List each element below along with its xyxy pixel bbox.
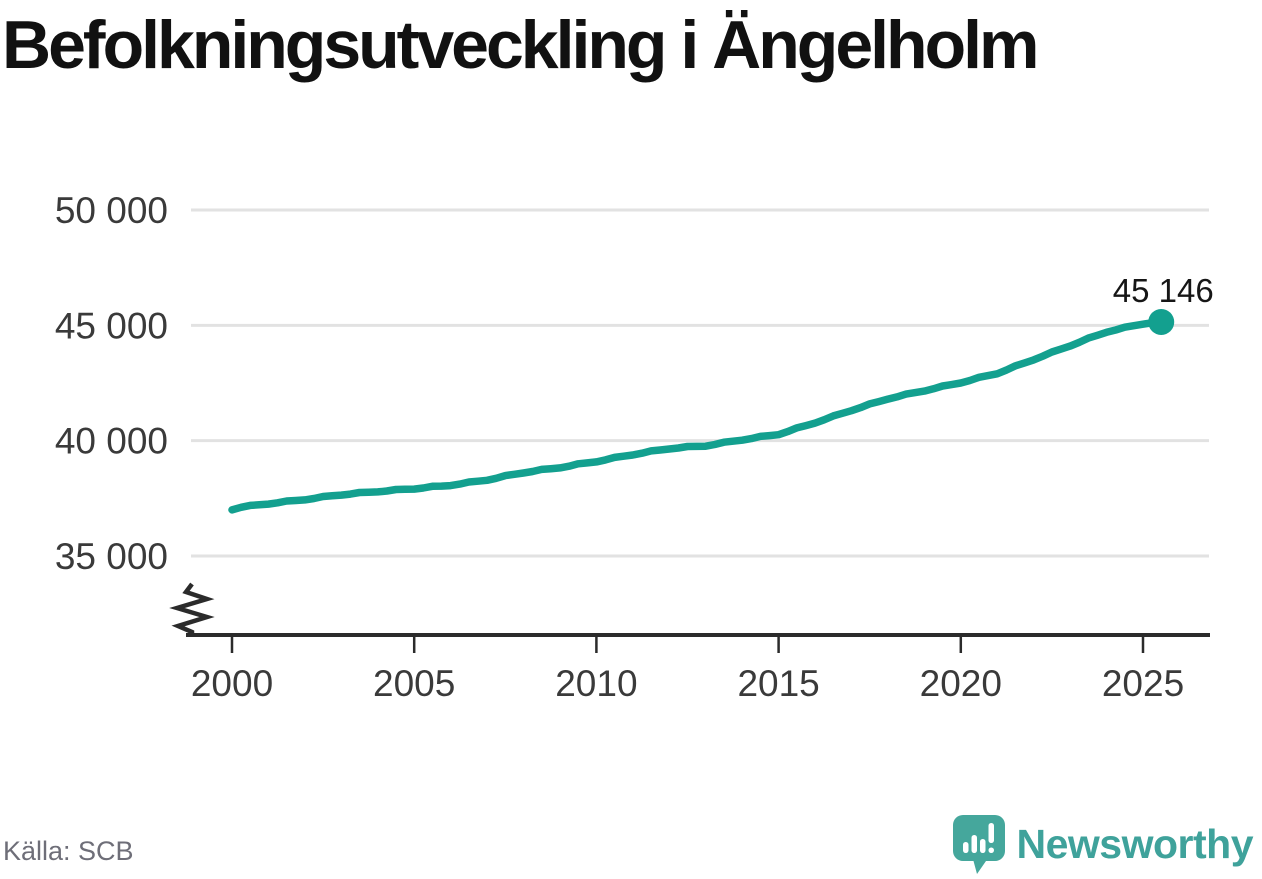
latest-value-label: 45 146 bbox=[1113, 272, 1214, 309]
y-tick-label: 50 000 bbox=[55, 190, 168, 231]
latest-value-dot bbox=[1148, 308, 1175, 335]
newsworthy-logo: Newsworthy bbox=[952, 814, 1254, 875]
population-line-chart: 35 000 40 000 45 000 50 000 2000 2005 2010 201… bbox=[55, 190, 1214, 704]
x-tick-label: 2015 bbox=[737, 663, 819, 704]
x-tick-label: 2010 bbox=[555, 663, 637, 704]
speech-bubble-shape bbox=[952, 815, 1005, 874]
y-tick-label: 45 000 bbox=[55, 305, 168, 346]
x-tick-label: 2000 bbox=[191, 663, 273, 704]
axis-break-icon bbox=[169, 582, 215, 637]
population-series-line bbox=[228, 318, 1165, 514]
x-axis-ticks bbox=[230, 637, 1145, 653]
source-note: Källa: SCB bbox=[3, 836, 134, 866]
newsworthy-logo-icon bbox=[952, 815, 1005, 874]
page-title: Befolkningsutveckling i Ängelholm bbox=[2, 7, 1039, 83]
newsworthy-logo-text: Newsworthy bbox=[1016, 821, 1254, 867]
gridlines bbox=[191, 208, 1209, 558]
y-axis-labels: 35 000 40 000 45 000 50 000 bbox=[55, 190, 168, 577]
barchart-exclamation-glyph bbox=[962, 823, 994, 853]
x-tick-label: 2005 bbox=[373, 663, 455, 704]
y-tick-label: 40 000 bbox=[55, 421, 168, 462]
x-tick-label: 2020 bbox=[920, 663, 1002, 704]
y-tick-label: 35 000 bbox=[55, 536, 168, 577]
x-axis-labels: 2000 2005 2010 2015 2020 2025 bbox=[191, 663, 1184, 704]
x-tick-label: 2025 bbox=[1102, 663, 1184, 704]
